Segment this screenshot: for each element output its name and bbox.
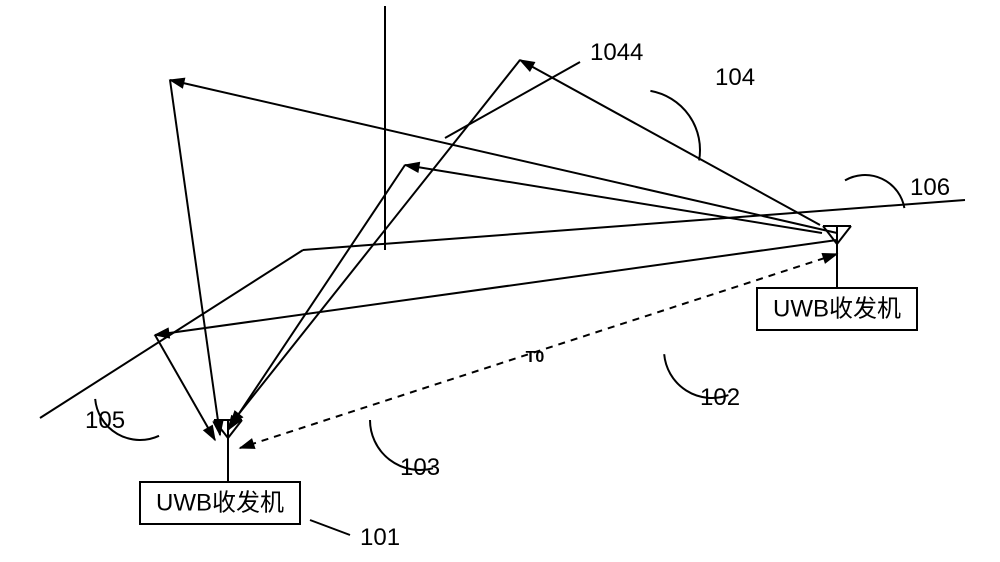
ref-106: 106 (910, 174, 950, 201)
ref-102: 102 (700, 384, 740, 411)
ref-105: 105 (85, 407, 125, 434)
ref-104: 104 (715, 64, 755, 91)
direct-path-label: T0 (526, 349, 545, 366)
uwb-transceiver-right-label: UWB收发机 (773, 296, 901, 323)
ref-1044: 1044 (590, 39, 643, 66)
ref-101: 101 (360, 524, 400, 551)
ref-103: 103 (400, 454, 440, 481)
uwb-transceiver-left-label: UWB收发机 (156, 490, 284, 517)
